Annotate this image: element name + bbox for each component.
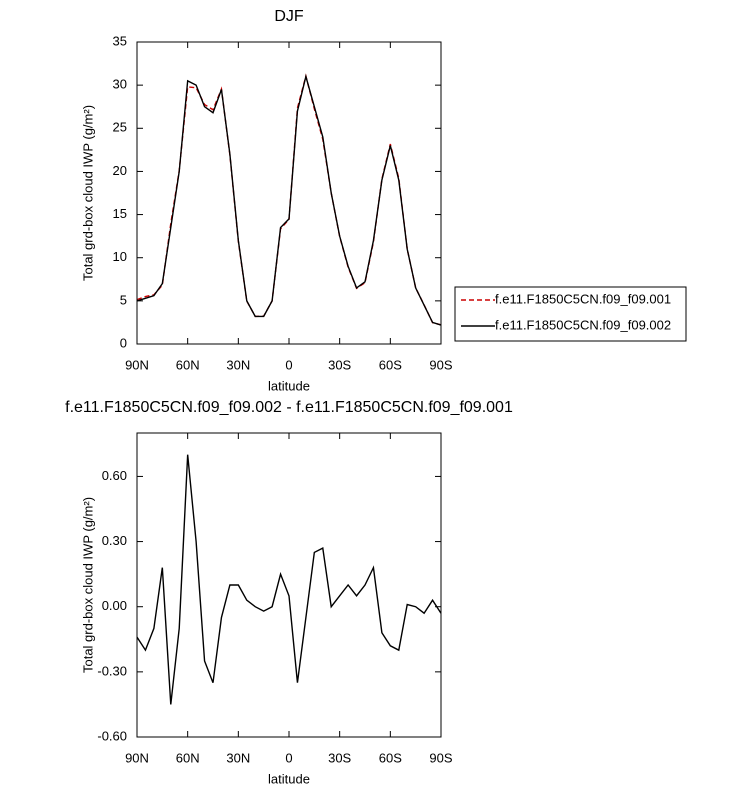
x-axis-label: latitude: [268, 771, 310, 786]
x-tick-label: 0: [285, 357, 292, 372]
x-axis-label: latitude: [268, 378, 310, 393]
x-tick-label: 90N: [125, 357, 149, 372]
x-tick-label: 30S: [328, 357, 351, 372]
x-tick-label: 60S: [379, 750, 402, 765]
y-axis-label: Total grd-box cloud IWP (g/m²): [80, 497, 95, 673]
legend-box: [454, 286, 687, 342]
plot-frame: [136, 432, 442, 738]
y-tick-label: 0: [120, 335, 127, 350]
y-tick-label: -0.30: [97, 663, 127, 678]
x-tick-label: 90S: [429, 750, 452, 765]
y-axis-label: Total grd-box cloud IWP (g/m²): [80, 105, 95, 281]
y-tick-label: -0.60: [97, 728, 127, 743]
x-tick-label: 30N: [226, 357, 250, 372]
x-tick-label: 60N: [176, 357, 200, 372]
y-tick-label: 30: [113, 77, 127, 92]
x-tick-label: 30S: [328, 750, 351, 765]
chart-title: DJF: [274, 8, 304, 25]
y-tick-label: 20: [113, 163, 127, 178]
x-tick-label: 90N: [125, 750, 149, 765]
data-line: [136, 454, 442, 705]
x-tick-label: 90S: [429, 357, 452, 372]
y-tick-label: 0.00: [102, 598, 127, 613]
x-tick-label: 60S: [379, 357, 402, 372]
y-tick-label: 0.60: [102, 468, 127, 483]
data-line: [136, 73, 442, 326]
chart-title: f.e11.F1850C5CN.f09_f09.002 - f.e11.F185…: [65, 399, 513, 416]
x-tick-label: 60N: [176, 750, 200, 765]
plot-frame: [136, 41, 442, 345]
legend-label: f.e11.F1850C5CN.f09_f09.001: [495, 291, 671, 306]
y-tick-label: 15: [113, 206, 127, 221]
y-tick-label: 35: [113, 33, 127, 48]
x-tick-label: 30N: [226, 750, 250, 765]
y-tick-label: 25: [113, 120, 127, 135]
y-tick-label: 0.30: [102, 533, 127, 548]
data-line: [136, 73, 442, 326]
y-tick-label: 10: [113, 249, 127, 264]
legend-label: f.e11.F1850C5CN.f09_f09.002: [495, 317, 671, 332]
y-tick-label: 5: [120, 292, 127, 307]
x-tick-label: 0: [285, 750, 292, 765]
